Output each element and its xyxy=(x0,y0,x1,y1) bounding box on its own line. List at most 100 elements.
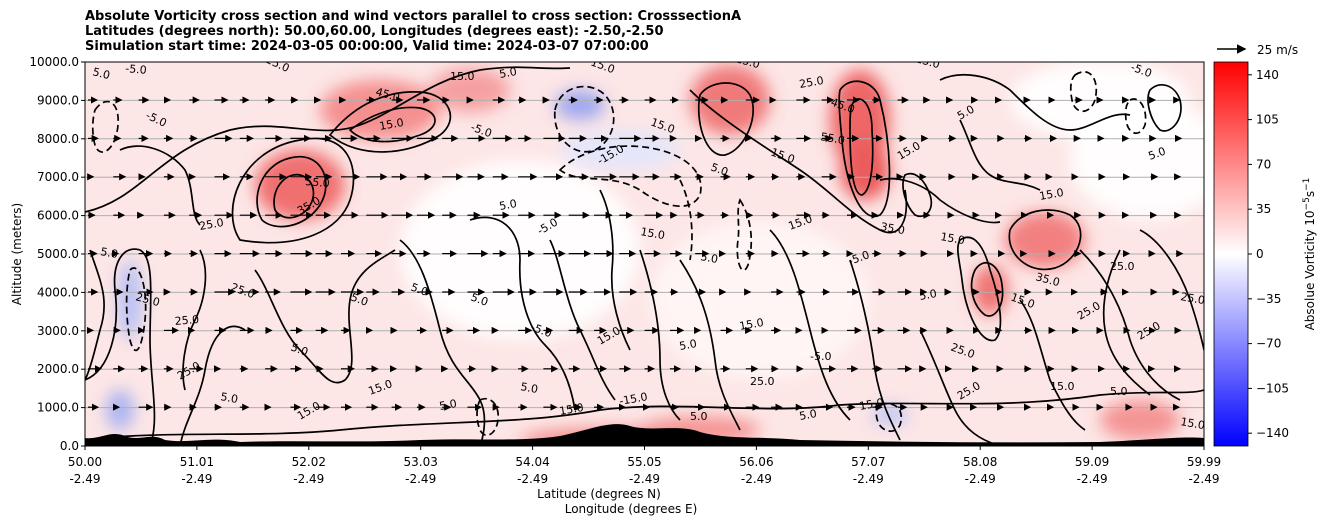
contour-label: 5.0 xyxy=(709,161,730,179)
y-axis: 0.0 1000.0 2000.0 3000.0 4000.0 5000.0 6000.0 7… xyxy=(29,55,85,453)
negative-contours xyxy=(91,71,1147,437)
contour-label: 5.0 xyxy=(798,407,817,423)
colorbar-tick-label: −35 xyxy=(1256,292,1281,306)
contour-label: 5.0 xyxy=(690,410,708,423)
x-tick-label-lat: 58.08 xyxy=(963,455,997,469)
x-tick-label-lon: -2.49 xyxy=(517,472,548,486)
colorbar xyxy=(1213,61,1249,447)
chart-title-line-1: Absolute Vorticity cross section and win… xyxy=(85,9,742,24)
contour-label: -5.0 xyxy=(810,350,831,363)
contour-label: 15.0 xyxy=(558,401,584,418)
contour-label: 5.0 xyxy=(1110,385,1128,398)
y-tick-label: 2000.0 xyxy=(37,362,79,376)
contour-label: 55.0 xyxy=(305,175,331,190)
x-tick-label-lon: -2.49 xyxy=(405,472,436,486)
x-tick-label-lon: -2.49 xyxy=(69,472,100,486)
colorbar-label: Absolue Vorticity 10−5s−1 xyxy=(1302,178,1317,331)
contour-label: -15.0 xyxy=(618,390,648,408)
colorbar-tick-label: 35 xyxy=(1256,202,1271,216)
y-axis-label: Altitude (meters) xyxy=(10,203,24,305)
chart-title-line-3: Simulation start time: 2024-03-05 00:00:… xyxy=(85,39,649,54)
colorbar-tick-label: 105 xyxy=(1256,113,1279,127)
contour-label: 15.0 xyxy=(858,396,884,413)
contour-label: 5.0 xyxy=(918,287,937,303)
x-tick-label-lat: 51.01 xyxy=(180,455,214,469)
colorbar-tick-label: 0 xyxy=(1256,247,1264,261)
x-tick-label-lon: -2.49 xyxy=(629,472,660,486)
contour-label: 5.0 xyxy=(498,65,517,81)
x-tick-label-lat: 57.07 xyxy=(851,455,885,469)
contour-label: 5.0 xyxy=(91,65,111,82)
contour-label: 25.0 xyxy=(750,375,775,388)
contour-label: 15.0 xyxy=(734,52,761,71)
contour-label: 5.0 xyxy=(219,390,238,406)
chart-title-line-2: Latitudes (degrees north): 50.00,60.00, … xyxy=(85,24,664,39)
terrain xyxy=(85,424,1204,446)
x-tick-label-lat: 56.06 xyxy=(739,455,773,469)
y-tick-label: 9000.0 xyxy=(37,93,79,107)
y-tick-label: 8000.0 xyxy=(37,132,79,146)
wind-key-label: 25 m/s xyxy=(1257,43,1298,57)
x-tick-label-lat: 52.02 xyxy=(292,455,326,469)
x-tick-label-lon: -2.49 xyxy=(965,472,996,486)
contour-label: 5.0 xyxy=(469,291,490,309)
contour-label: 35.0 xyxy=(879,220,905,237)
contour-label: 5.0 xyxy=(289,341,310,359)
contour-label: 15.0 xyxy=(914,52,941,71)
contour-label: 15.0 xyxy=(1050,380,1075,393)
y-tick-label: 0.0 xyxy=(60,439,79,453)
colorbar-tick-label: 140 xyxy=(1256,68,1279,82)
x-tick-label-lat: 59.09 xyxy=(1075,455,1109,469)
colorbar-label-exp: −5 xyxy=(1302,197,1312,210)
contour-label: 25.0 xyxy=(134,290,161,309)
x-axis: 50.00 -2.49 51.01 -2.49 52.02 -2.49 53.03 -2.49… xyxy=(68,446,1221,486)
colorbar-tick-label: −105 xyxy=(1256,381,1289,395)
contour-label: 15.0 xyxy=(1179,415,1205,432)
contour-label: -5.0 xyxy=(125,62,148,77)
wind-vectors xyxy=(86,96,1184,411)
x-tick-label-lat: 53.03 xyxy=(404,455,438,469)
contour-label: 35.0 xyxy=(1034,270,1061,289)
y-tick-label: 4000.0 xyxy=(37,285,79,299)
contour-label: 15.0 xyxy=(450,70,475,83)
x-tick-label-lat: 50.00 xyxy=(68,455,102,469)
contour-label: 5.0 xyxy=(498,197,517,213)
x-tick-label-lon: -2.49 xyxy=(741,472,772,486)
contour-label: 5.0 xyxy=(438,397,457,413)
y-tick-label: 10000.0 xyxy=(29,55,79,69)
contour-label: 15.0 xyxy=(378,116,404,133)
colorbar-label-unit-exp: −1 xyxy=(1302,178,1312,191)
y-tick-label: 3000.0 xyxy=(37,324,79,338)
contour-label: 25.0 xyxy=(174,313,200,328)
x-tick-label-lon: -2.49 xyxy=(181,472,212,486)
contour-label: 15.0 xyxy=(939,230,965,247)
colorbar-ticks: −140 −105 −70 −35 0 35 70 105 140 xyxy=(1248,68,1289,440)
x-tick-label-lon: -2.49 xyxy=(853,472,884,486)
contour-label: 5.0 xyxy=(349,291,370,309)
x-tick-label-lon: -2.49 xyxy=(293,472,324,486)
contour-label: 55.0 xyxy=(819,130,845,147)
contour-label: 5.0 xyxy=(99,245,118,261)
contour-label: 25.0 xyxy=(1110,260,1135,273)
x-tick-label-lat: 59.99 xyxy=(1187,455,1221,469)
x-axis-label-longitude: Longitude (degrees E) xyxy=(565,502,698,516)
colorbar-label-main: Absolue Vorticity 10 xyxy=(1303,210,1317,330)
contour-label: 15.0 xyxy=(738,316,764,333)
contour-label: 5.0 xyxy=(699,250,718,266)
contour-label: 15.0 xyxy=(1038,186,1064,203)
colorbar-tick-label: −70 xyxy=(1256,337,1281,351)
contour-label: 45.0 xyxy=(374,85,401,104)
y-tick-label: 6000.0 xyxy=(37,209,79,223)
x-tick-label-lat: 55.05 xyxy=(627,455,661,469)
contour-label: 5.0 xyxy=(1147,145,1168,163)
contour-label: 15.0 xyxy=(639,225,665,242)
contour-label: 25.0 xyxy=(198,216,224,233)
contour-label: 5.0 xyxy=(409,281,430,299)
contour-label: 25.0 xyxy=(798,74,824,91)
x-tick-label-lon: -2.49 xyxy=(1188,472,1219,486)
x-tick-label-lon: -2.49 xyxy=(1077,472,1108,486)
colorbar-tick-label: 70 xyxy=(1256,157,1271,171)
y-tick-label: 5000.0 xyxy=(37,247,79,261)
x-tick-label-lat: 54.04 xyxy=(515,455,549,469)
